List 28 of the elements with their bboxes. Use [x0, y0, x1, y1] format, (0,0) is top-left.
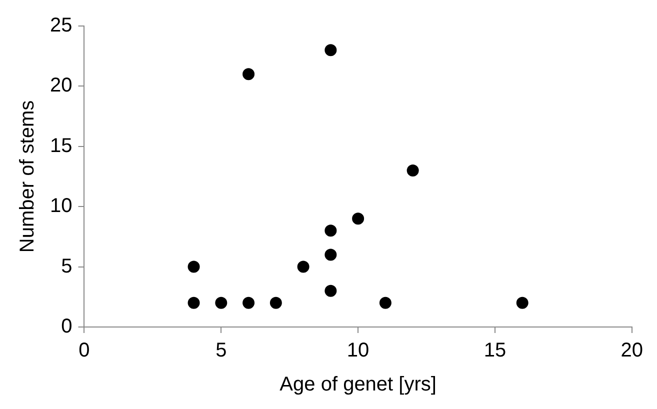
point — [379, 296, 392, 309]
point — [324, 248, 337, 261]
point — [242, 296, 255, 309]
y-tick-label: 15 — [50, 134, 72, 157]
point — [324, 224, 337, 237]
y-tick-label: 10 — [50, 195, 72, 218]
y-tick-label: 20 — [50, 74, 72, 97]
point — [242, 68, 255, 80]
point — [188, 260, 200, 273]
point — [188, 296, 200, 309]
y-tick-label: 5 — [61, 255, 72, 278]
point — [406, 164, 419, 176]
x-axis-title: Age of genet [yrs] — [280, 374, 436, 396]
point — [352, 212, 364, 225]
y-tick-label: 0 — [61, 316, 72, 338]
y-tick-label: 25 — [50, 14, 72, 37]
x-tick-label: 5 — [216, 340, 227, 362]
point — [324, 284, 337, 297]
x-tick-label: 20 — [620, 340, 643, 362]
x-tick-label: 10 — [346, 340, 370, 362]
point — [270, 296, 282, 309]
y-axis-title: Number of stems — [16, 100, 39, 253]
point — [215, 296, 228, 309]
point — [516, 296, 528, 309]
point — [324, 44, 337, 56]
point — [297, 260, 310, 273]
x-tick-label: 0 — [78, 340, 90, 362]
x-tick-label: 15 — [484, 340, 506, 362]
